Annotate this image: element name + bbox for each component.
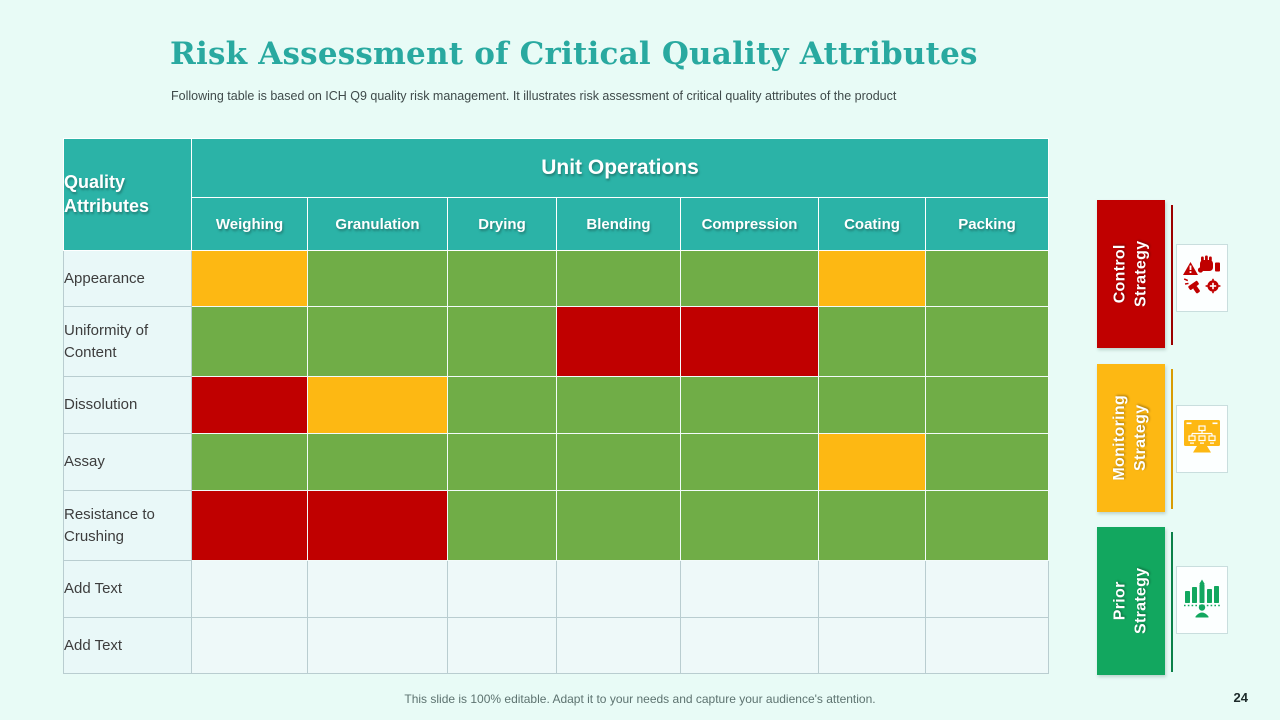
- risk-cell-low: [447, 433, 557, 491]
- control-strategy-label: Control Strategy: [1111, 240, 1149, 308]
- column-header-compression: Compression: [680, 197, 819, 251]
- table-row: Resistance to Crushing: [63, 490, 1049, 561]
- risk-cell-high: [307, 490, 448, 561]
- column-header-weighing: Weighing: [191, 197, 308, 251]
- growth-chart-person-icon: [1182, 577, 1222, 624]
- risk-cell-high: [191, 490, 308, 561]
- risk-cell-high: [191, 376, 308, 434]
- control-strategy-divider: [1171, 205, 1173, 345]
- row-label: Add Text: [63, 617, 192, 674]
- monitoring-strategy-box: Monitoring Strategy: [1097, 364, 1165, 512]
- risk-cell-low: [925, 490, 1049, 561]
- risk-cell-medium: [818, 250, 926, 307]
- risk-cell-low: [447, 306, 557, 377]
- column-header-blending: Blending: [556, 197, 681, 251]
- risk-cell-low: [556, 490, 681, 561]
- risk-cell-low: [556, 376, 681, 434]
- column-header-packing: Packing: [925, 197, 1049, 251]
- row-label: Uniformity of Content: [63, 306, 192, 377]
- table-row: Dissolution: [63, 376, 1049, 434]
- risk-cell-none: [447, 560, 557, 618]
- table-row: Assay: [63, 433, 1049, 491]
- table-row: Appearance: [63, 250, 1049, 307]
- risk-cell-low: [818, 490, 926, 561]
- monitor-flowchart-icon: [1182, 417, 1222, 462]
- risk-cell-none: [925, 617, 1049, 674]
- risk-cell-none: [556, 560, 681, 618]
- risk-cell-low: [556, 433, 681, 491]
- risk-cell-low: [925, 250, 1049, 307]
- risk-cell-none: [680, 617, 819, 674]
- monitoring-strategy-divider: [1171, 369, 1173, 509]
- risk-cell-low: [818, 306, 926, 377]
- corner-header: Quality Attributes: [63, 138, 192, 251]
- risk-cell-low: [191, 306, 308, 377]
- column-header-granulation: Granulation: [307, 197, 448, 251]
- risk-cell-low: [925, 376, 1049, 434]
- risk-cell-low: [307, 250, 448, 307]
- risk-cell-high: [680, 306, 819, 377]
- prior-strategy-box: Prior Strategy: [1097, 527, 1165, 675]
- risk-cell-low: [925, 306, 1049, 377]
- risk-cell-low: [556, 250, 681, 307]
- risk-cell-medium: [307, 376, 448, 434]
- monitoring-strategy-icon-card: [1176, 405, 1228, 473]
- risk-cell-medium: [818, 433, 926, 491]
- risk-cell-none: [818, 617, 926, 674]
- risk-cell-low: [307, 306, 448, 377]
- risk-cell-none: [191, 617, 308, 674]
- row-label: Resistance to Crushing: [63, 490, 192, 561]
- risk-cell-low: [191, 433, 308, 491]
- risk-cell-none: [556, 617, 681, 674]
- control-strategy-box: Control Strategy: [1097, 200, 1165, 348]
- risk-cell-medium: [191, 250, 308, 307]
- risk-cell-low: [680, 433, 819, 491]
- risk-cell-low: [818, 376, 926, 434]
- risk-table-body: Appearance Uniformity of Content Dissoluti…: [63, 250, 1049, 674]
- risk-cell-none: [925, 560, 1049, 618]
- prior-strategy-divider: [1171, 532, 1173, 672]
- column-header-coating: Coating: [818, 197, 926, 251]
- risk-cell-low: [680, 250, 819, 307]
- table-row: Add Text: [63, 617, 1049, 674]
- risk-assessment-table: Quality Attributes Unit Operations Weigh…: [63, 138, 1049, 674]
- monitoring-strategy-label: Monitoring Strategy: [1111, 395, 1150, 481]
- risk-cell-low: [307, 433, 448, 491]
- table-row: Uniformity of Content: [63, 306, 1049, 377]
- page-subtitle: Following table is based on ICH Q9 quali…: [171, 89, 897, 103]
- group-header-row: Quality Attributes Unit Operations: [63, 138, 1049, 251]
- page-number: 24: [1233, 690, 1248, 705]
- group-header: Unit Operations: [191, 138, 1049, 198]
- risk-cell-low: [680, 376, 819, 434]
- row-label: Assay: [63, 433, 192, 491]
- risk-cell-none: [307, 560, 448, 618]
- risk-cell-none: [191, 560, 308, 618]
- quality-inspection-icon: [1182, 255, 1222, 302]
- risk-cell-none: [818, 560, 926, 618]
- prior-strategy-icon-card: [1176, 566, 1228, 634]
- row-label: Appearance: [63, 250, 192, 307]
- risk-cell-low: [447, 376, 557, 434]
- footer-note: This slide is 100% editable. Adapt it to…: [404, 692, 876, 706]
- column-header-drying: Drying: [447, 197, 557, 251]
- risk-cell-low: [447, 250, 557, 307]
- prior-strategy-label: Prior Strategy: [1111, 567, 1149, 635]
- risk-cell-low: [447, 490, 557, 561]
- risk-cell-low: [680, 490, 819, 561]
- page-title: Risk Assessment of Critical Quality Attr…: [170, 36, 978, 72]
- risk-cell-high: [556, 306, 681, 377]
- row-label: Dissolution: [63, 376, 192, 434]
- control-strategy-icon-card: [1176, 244, 1228, 312]
- table-row: Add Text: [63, 560, 1049, 618]
- row-label: Add Text: [63, 560, 192, 618]
- column-header-row: Weighing Granulation Drying Blending Compres…: [64, 197, 1049, 251]
- risk-cell-none: [307, 617, 448, 674]
- risk-cell-low: [925, 433, 1049, 491]
- risk-cell-none: [680, 560, 819, 618]
- risk-cell-none: [447, 617, 557, 674]
